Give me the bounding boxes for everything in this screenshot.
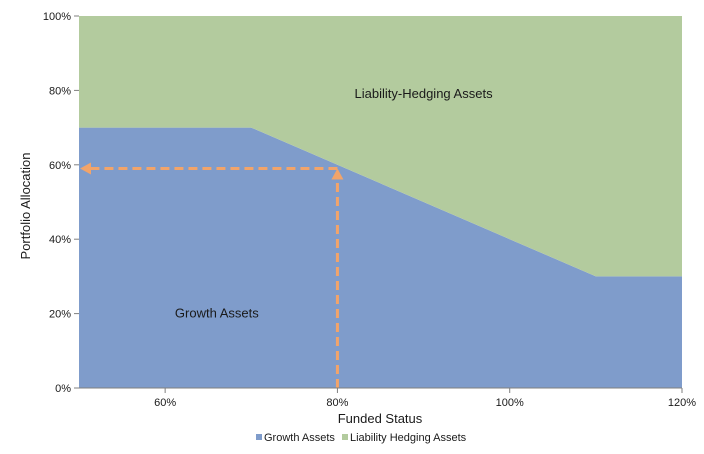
funded-status-marker (80, 162, 344, 388)
legend-label: Growth Assets (264, 432, 335, 444)
plot-areas (79, 16, 682, 388)
left-arrow-head (80, 162, 91, 175)
x-tick-label: 80% (326, 397, 348, 409)
area-annotations: Liability-Hedging Assets Growth Assets (175, 86, 493, 320)
y-tick-label: 60% (49, 160, 71, 172)
x-tick-label: 60% (154, 397, 176, 409)
y-axis-ticks: 0% 20% 40% 60% 80% 100% (43, 11, 79, 395)
legend-swatch (256, 434, 262, 440)
area-label-2: Growth Assets (175, 305, 259, 320)
area-series-2 (79, 16, 682, 277)
legend-swatch (342, 434, 348, 440)
y-tick-label: 0% (55, 383, 71, 395)
legend-label: Liability Hedging Assets (350, 432, 467, 444)
y-axis-title: Portfolio Allocation (18, 153, 33, 260)
y-tick-label: 100% (43, 11, 71, 23)
y-tick-label: 40% (49, 234, 71, 246)
area-series-1 (79, 127, 682, 388)
x-axis-ticks: 60% 80% 100% 120% (79, 387, 696, 409)
legend: Growth Assets Liability Hedging Assets (256, 432, 467, 444)
area-label-1: Liability-Hedging Assets (355, 86, 494, 101)
y-tick-label: 20% (49, 309, 71, 321)
x-axis-title: Funded Status (338, 411, 423, 426)
x-tick-label: 120% (668, 397, 696, 409)
up-arrow-head (331, 168, 344, 180)
x-tick-label: 100% (496, 397, 524, 409)
y-tick-label: 80% (49, 85, 71, 97)
